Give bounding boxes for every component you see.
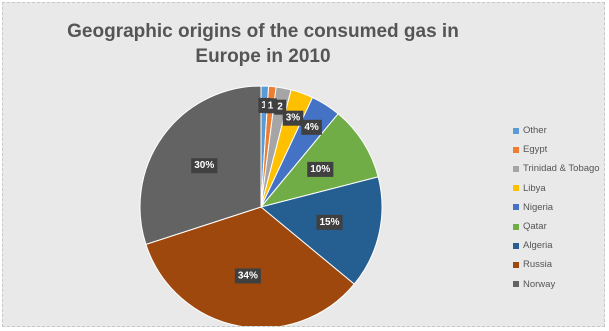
legend: Other Egypt Trinidad & Tobago Libya Nigeria Q…	[513, 121, 600, 294]
pie-chart: 1 1 23%4% 10% 15% 34% 30%	[139, 85, 383, 326]
pie-slice-algeria	[259, 176, 383, 285]
legend-swatch-other	[513, 127, 519, 134]
data-label-box-egypt	[264, 98, 277, 114]
data-label-text-qatar: 10%	[310, 164, 330, 175]
data-label-text-egypt: 1	[268, 100, 274, 111]
data-label-text-algeria: 15%	[319, 217, 339, 228]
legend-swatch-algeria	[513, 242, 519, 249]
data-label-russia: 34%	[234, 268, 261, 284]
legend-swatch-trinidad-and-tobago	[513, 165, 519, 172]
chart-area: Geographic origins of the consumed gas i…	[2, 2, 605, 327]
data-label-text-libya: 3%	[286, 113, 301, 124]
legend-item-russia: Russia	[513, 255, 600, 274]
data-label-box-nigeria	[301, 119, 322, 135]
legend-swatch-libya	[513, 185, 519, 192]
legend-label-other: Other	[523, 125, 547, 137]
legend-label-norway: Norway	[523, 278, 556, 290]
data-label-text-russia: 34%	[238, 270, 258, 281]
legend-item-other: Other	[513, 121, 600, 140]
data-label-text-nigeria: 4%	[304, 122, 319, 133]
legend-label-qatar: Qatar	[523, 221, 547, 233]
data-label-box-libya	[282, 110, 304, 126]
legend-item-egypt: Egypt	[513, 140, 600, 159]
legend-item-trinidad-and-tobago: Trinidad & Tobago	[513, 159, 600, 178]
legend-label-algeria: Algeria	[523, 240, 553, 252]
data-label-text-norway: 30%	[194, 160, 214, 171]
chart-title: Geographic origins of the consumed gas i…	[67, 21, 459, 67]
data-label-nigeria: 4%	[301, 119, 322, 135]
data-label-norway: 30%	[191, 158, 218, 174]
legend-item-nigeria: Nigeria	[513, 198, 600, 217]
data-label-box-algeria	[316, 214, 343, 230]
data-label-box-norway	[191, 158, 218, 174]
data-label-egypt: 1	[264, 98, 277, 114]
legend-label-trinidad-and-tobago: Trinidad & Tobago	[523, 163, 600, 175]
data-label-box-russia	[234, 268, 261, 284]
data-label-text-other: 1	[261, 100, 267, 111]
legend-label-libya: Libya	[523, 182, 546, 194]
legend-label-nigeria: Nigeria	[523, 201, 554, 213]
data-label-algeria: 15%	[316, 214, 343, 230]
data-label-box-qatar	[307, 161, 334, 177]
legend-item-algeria: Algeria	[513, 236, 600, 255]
legend-item-norway: Norway	[513, 275, 600, 294]
data-label-libya: 3%	[282, 110, 304, 126]
pie-slice-russia	[145, 206, 355, 326]
legend-label-egypt: Egypt	[523, 144, 548, 156]
legend-swatch-egypt	[513, 146, 519, 153]
pie-slice-qatar	[259, 113, 379, 208]
data-label-text-trinidad-and-tobago: 2	[277, 102, 283, 113]
legend-label-russia: Russia	[523, 259, 553, 271]
legend-item-libya: Libya	[513, 179, 600, 198]
legend-swatch-russia	[513, 261, 519, 268]
legend-swatch-qatar	[513, 223, 519, 230]
legend-swatch-norway	[513, 281, 519, 288]
legend-swatch-nigeria	[513, 204, 519, 211]
legend-item-qatar: Qatar	[513, 217, 600, 236]
data-label-qatar: 10%	[307, 161, 334, 177]
